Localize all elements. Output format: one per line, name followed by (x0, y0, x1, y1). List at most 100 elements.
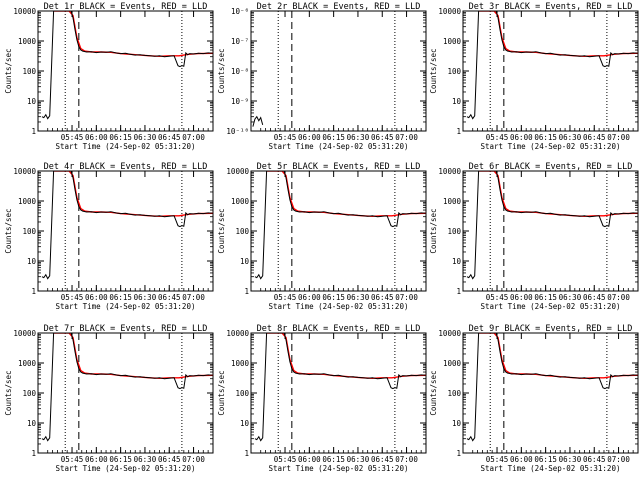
y-tick-label: 1 (31, 127, 36, 136)
detector-panel-1: Det 1r BLACK = Events, RED = LLD 1 10 100 10… (4, 2, 214, 151)
x-tick-label: 05:45 (61, 133, 84, 142)
x-axis-label: Start Time (24-Sep-02 05:31:20) (56, 142, 196, 151)
x-tick-label: 06:30 (559, 293, 582, 302)
y-tick-label: 10 (452, 97, 462, 106)
y-tick-label: 1000 (231, 197, 250, 206)
x-tick-label: 06:30 (134, 133, 157, 142)
y-tick-label: 1 (244, 449, 249, 458)
panel-title: Det 1r BLACK = Events, RED = LLD (44, 2, 208, 12)
detector-panel-6: Det 6r BLACK = Events, RED = LLD 1 10 100 10… (429, 162, 639, 311)
x-tick-label: 06:30 (347, 133, 370, 142)
y-tick-label: 100 (447, 67, 461, 76)
x-axis-label: Start Time (24-Sep-02 05:31:20) (481, 142, 621, 151)
y-tick-label: 10000 (13, 167, 36, 176)
y-axis-label: Counts/sec (429, 48, 438, 93)
y-tick-label: 100 (447, 227, 461, 236)
x-tick-label: 07:00 (182, 293, 205, 302)
detector-panel-3: Det 3r BLACK = Events, RED = LLD 1 10 100 10… (429, 2, 639, 151)
y-tick-label: 10000 (226, 167, 249, 176)
y-axis-label: Counts/sec (217, 208, 226, 253)
y-tick-label: 1 (456, 449, 461, 458)
lld-series-line (266, 171, 426, 218)
plot-frame (37, 332, 214, 454)
detector-panel-9: Det 9r BLACK = Events, RED = LLD 1 10 100 10… (429, 324, 639, 473)
y-tick-label: 1000 (443, 197, 462, 206)
lld-series-line (53, 333, 213, 380)
lld-series-line (53, 11, 213, 58)
x-tick-label: 06:45 (158, 133, 181, 142)
y-tick-label: 10⁻⁸ (231, 67, 249, 76)
y-tick-label: 10000 (13, 329, 36, 338)
x-tick-label: 05:45 (486, 133, 509, 142)
x-tick-label: 07:00 (395, 455, 418, 464)
x-tick-label: 05:45 (274, 455, 297, 464)
x-tick-label: 05:45 (61, 293, 84, 302)
y-tick-label: 1000 (18, 37, 37, 46)
x-tick-label: 06:00 (85, 455, 108, 464)
x-tick-label: 07:00 (607, 133, 630, 142)
x-axis-label: Start Time (24-Sep-02 05:31:20) (481, 464, 621, 473)
lld-series-line (478, 171, 638, 218)
x-axis-label: Start Time (24-Sep-02 05:31:20) (269, 464, 409, 473)
y-tick-label: 1 (244, 287, 249, 296)
y-tick-label: 1 (456, 127, 461, 136)
y-tick-label: 1 (456, 287, 461, 296)
y-axis-label: Counts/sec (4, 208, 13, 253)
x-tick-label: 06:00 (85, 293, 108, 302)
x-tick-label: 06:45 (583, 133, 606, 142)
x-axis-label: Start Time (24-Sep-02 05:31:20) (269, 142, 409, 151)
x-tick-label: 07:00 (395, 293, 418, 302)
events-series-line (252, 115, 264, 127)
y-tick-label: 10⁻⁹ (231, 97, 249, 106)
plot-frame (37, 10, 214, 132)
y-axis-label: Counts/sec (4, 370, 13, 415)
panel-title: Det 7r BLACK = Events, RED = LLD (44, 324, 208, 334)
x-tick-label: 07:00 (182, 133, 205, 142)
x-tick-label: 06:00 (298, 133, 321, 142)
x-tick-label: 06:15 (322, 133, 345, 142)
y-tick-label: 1000 (443, 37, 462, 46)
x-tick-label: 06:30 (134, 455, 157, 464)
lld-series-line (266, 333, 426, 380)
plot-frame (250, 332, 427, 454)
panel-title: Det 4r BLACK = Events, RED = LLD (44, 162, 208, 172)
x-tick-label: 06:30 (559, 133, 582, 142)
y-tick-label: 100 (22, 389, 36, 398)
y-tick-label: 1000 (231, 359, 250, 368)
x-tick-label: 06:00 (298, 293, 321, 302)
detector-panel-5: Det 5r BLACK = Events, RED = LLD 1 10 100 10… (217, 162, 427, 311)
x-tick-label: 06:45 (583, 455, 606, 464)
y-tick-label: 1 (31, 449, 36, 458)
y-tick-label: 10000 (438, 167, 461, 176)
x-tick-label: 06:30 (347, 293, 370, 302)
y-tick-label: 100 (235, 227, 249, 236)
plot-frame (250, 170, 427, 292)
y-tick-label: 10000 (13, 7, 36, 16)
lld-series-line (53, 171, 213, 218)
x-tick-label: 06:45 (371, 293, 394, 302)
y-tick-label: 100 (447, 389, 461, 398)
x-axis-label: Start Time (24-Sep-02 05:31:20) (481, 302, 621, 311)
x-axis-label: Start Time (24-Sep-02 05:31:20) (56, 464, 196, 473)
x-tick-label: 06:00 (298, 455, 321, 464)
y-tick-label: 10000 (438, 329, 461, 338)
y-tick-label: 100 (22, 67, 36, 76)
y-tick-label: 10⁻⁷ (231, 37, 249, 46)
x-tick-label: 06:45 (371, 455, 394, 464)
events-series-line (254, 333, 426, 442)
x-tick-label: 05:45 (274, 133, 297, 142)
panel-title: Det 6r BLACK = Events, RED = LLD (469, 162, 633, 172)
detector-panel-7: Det 7r BLACK = Events, RED = LLD 1 10 100 10… (4, 324, 214, 473)
detector-panel-2: Det 2r BLACK = Events, RED = LLD 10⁻¹⁰ 10⁻… (217, 2, 427, 151)
x-tick-label: 06:00 (510, 133, 533, 142)
panel-title: Det 2r BLACK = Events, RED = LLD (257, 2, 421, 12)
panel-title: Det 3r BLACK = Events, RED = LLD (469, 2, 633, 12)
x-tick-label: 06:30 (347, 455, 370, 464)
x-tick-label: 06:00 (510, 455, 533, 464)
detector-panel-8: Det 8r BLACK = Events, RED = LLD 1 10 100 10… (217, 324, 427, 473)
y-axis-label: Counts/sec (217, 370, 226, 415)
lld-series-line (478, 333, 638, 380)
x-axis-label: Start Time (24-Sep-02 05:31:20) (269, 302, 409, 311)
detector-panel-4: Det 4r BLACK = Events, RED = LLD 1 10 100 10… (4, 162, 214, 311)
x-tick-label: 06:00 (85, 133, 108, 142)
